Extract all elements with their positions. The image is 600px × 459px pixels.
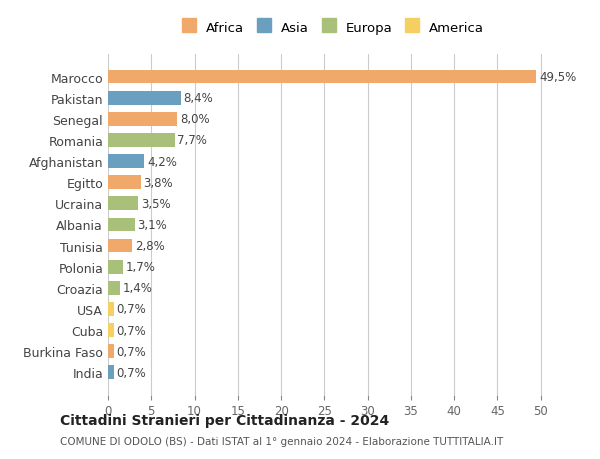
Text: 4,2%: 4,2% — [147, 155, 177, 168]
Bar — [108, 92, 181, 105]
Text: 2,8%: 2,8% — [135, 240, 164, 252]
Bar — [108, 218, 135, 232]
Bar — [108, 197, 138, 211]
Text: COMUNE DI ODOLO (BS) - Dati ISTAT al 1° gennaio 2024 - Elaborazione TUTTITALIA.I: COMUNE DI ODOLO (BS) - Dati ISTAT al 1° … — [60, 436, 503, 446]
Bar — [108, 260, 123, 274]
Text: 0,7%: 0,7% — [116, 324, 146, 337]
Bar — [108, 112, 177, 126]
Text: 3,8%: 3,8% — [143, 176, 173, 189]
Text: Cittadini Stranieri per Cittadinanza - 2024: Cittadini Stranieri per Cittadinanza - 2… — [60, 414, 389, 428]
Bar — [108, 239, 132, 253]
Bar — [108, 345, 114, 358]
Text: 7,7%: 7,7% — [177, 134, 207, 147]
Text: 8,0%: 8,0% — [180, 113, 209, 126]
Bar — [108, 134, 175, 147]
Text: 0,7%: 0,7% — [116, 303, 146, 316]
Legend: Africa, Asia, Europa, America: Africa, Asia, Europa, America — [178, 17, 488, 39]
Text: 0,7%: 0,7% — [116, 345, 146, 358]
Text: 1,4%: 1,4% — [123, 282, 152, 295]
Bar — [108, 366, 114, 379]
Text: 3,1%: 3,1% — [137, 218, 167, 231]
Text: 49,5%: 49,5% — [539, 71, 576, 84]
Bar — [108, 155, 145, 168]
Text: 3,5%: 3,5% — [141, 197, 170, 210]
Bar — [108, 324, 114, 337]
Bar — [108, 71, 536, 84]
Text: 1,7%: 1,7% — [125, 261, 155, 274]
Bar — [108, 281, 120, 295]
Text: 8,4%: 8,4% — [183, 92, 213, 105]
Bar — [108, 176, 141, 190]
Text: 0,7%: 0,7% — [116, 366, 146, 379]
Bar — [108, 302, 114, 316]
